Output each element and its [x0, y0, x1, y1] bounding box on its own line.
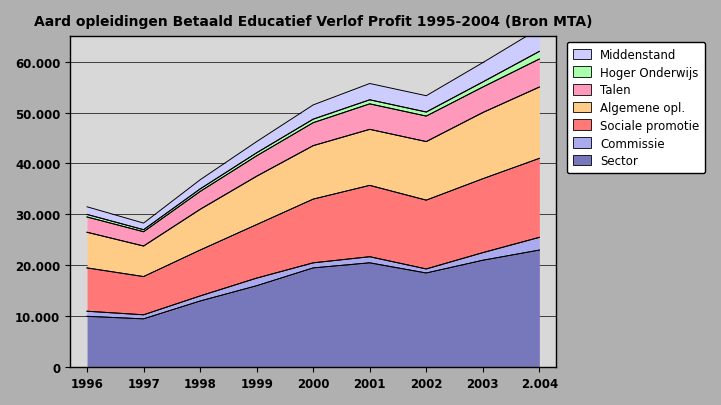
Title: Aard opleidingen Betaald Educatief Verlof Profit 1995-2004 (Bron MTA): Aard opleidingen Betaald Educatief Verlo…	[34, 15, 593, 29]
Legend: Middenstand, Hoger Onderwijs, Talen, Algemene opl., Sociale promotie, Commissie,: Middenstand, Hoger Onderwijs, Talen, Alg…	[567, 43, 705, 174]
